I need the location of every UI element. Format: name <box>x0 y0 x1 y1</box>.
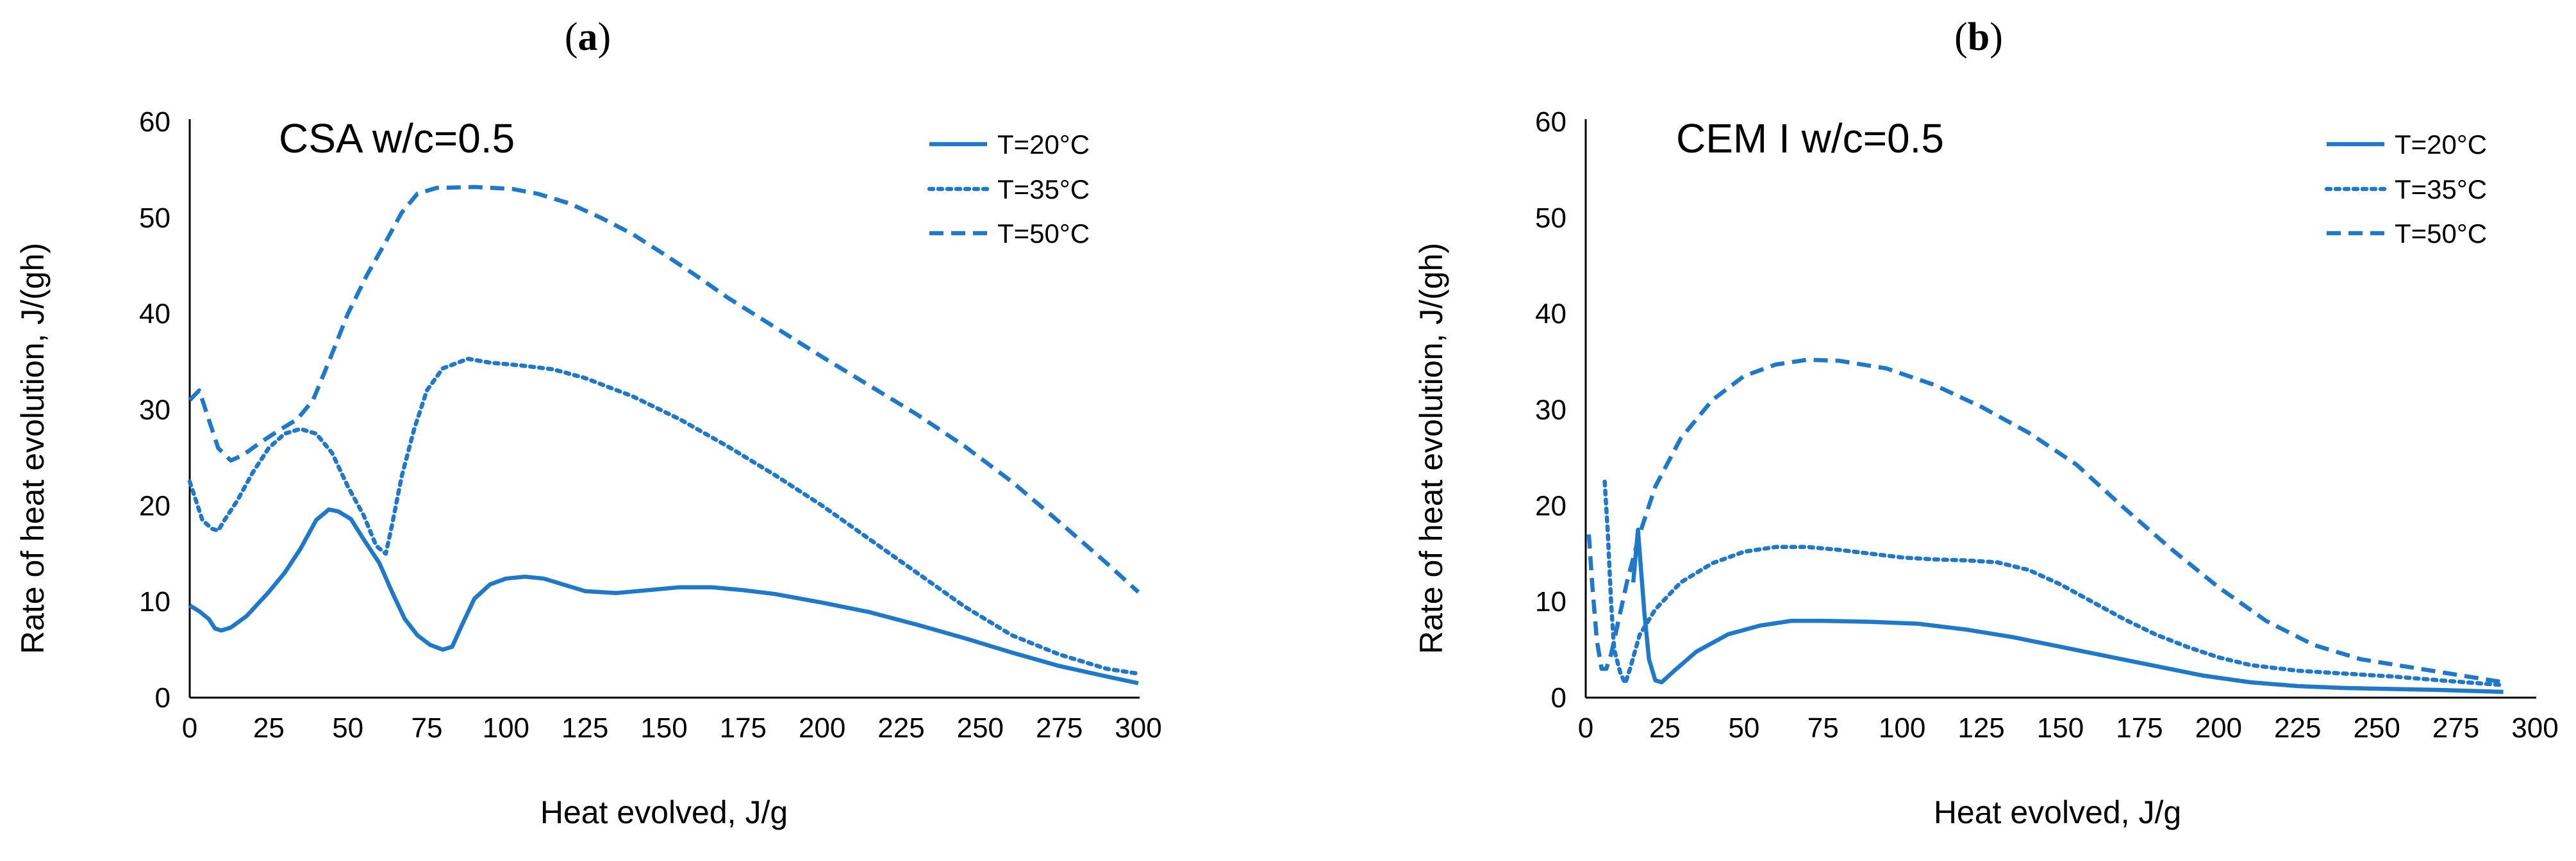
panel-b-y-axis-title: Rate of heat evolution, J/(gh) <box>1413 243 1449 654</box>
panel-b-axes <box>1584 119 2536 699</box>
panel-a-legend-label-50c: T=50°C <box>997 218 1090 249</box>
panel-a-y-tick-40: 40 <box>139 299 170 330</box>
panel-b-x-tick-50: 50 <box>1728 712 1759 744</box>
panel-b-series-lines <box>1586 357 2505 694</box>
panel-b-y-tick-labels: 0 10 20 30 40 50 60 <box>1535 106 1566 714</box>
panel-b-paren-open: ( <box>1954 15 1968 59</box>
panel-a-legend: T=20°C T=35°C T=50°C <box>927 129 1090 249</box>
panel-a-x-tick-250: 250 <box>957 712 1004 744</box>
panel-a-x-tick-100: 100 <box>483 712 529 744</box>
panel-b-x-tick-225: 225 <box>2274 712 2321 744</box>
panel-a-x-tick-275: 275 <box>1036 712 1083 744</box>
panel-b-x-tick-75: 75 <box>1807 712 1839 744</box>
panel-a: (a) CSA w/c=0.5 Rate of heat evolution, … <box>15 15 1162 830</box>
panel-a-x-tick-50: 50 <box>332 712 363 744</box>
panel-b-y-tick-50: 50 <box>1535 202 1566 234</box>
panel-b-label: (b) <box>1954 15 2003 59</box>
panel-a-y-tick-50: 50 <box>139 202 170 234</box>
panel-b-series-35c-line <box>1602 479 2505 687</box>
panel-a-x-tick-0: 0 <box>182 712 197 744</box>
panel-b-x-axis-title: Heat evolved, J/g <box>1934 794 2181 830</box>
panel-a-y-tick-20: 20 <box>139 490 170 521</box>
panel-a-y-tick-labels: 0 10 20 30 40 50 60 <box>139 106 170 714</box>
panel-b-y-tick-60: 60 <box>1535 106 1566 138</box>
panel-a-label: (a) <box>565 15 611 59</box>
panel-a-series-35c-line <box>187 356 1141 676</box>
panel-a-paren-open: ( <box>565 15 578 59</box>
panel-a-x-tick-75: 75 <box>411 712 443 744</box>
panel-a-axes <box>188 119 1140 699</box>
panel-b-letter: b <box>1968 15 1990 59</box>
panel-b: (b) CEM I w/c=0.5 Rate of heat evolution… <box>1413 15 2559 830</box>
panel-a-letter: a <box>578 15 598 59</box>
panel-a-legend-label-20c: T=20°C <box>997 129 1090 160</box>
panel-b-x-tick-labels: 0 25 50 75 100 125 150 175 200 225 250 275 300 <box>1578 712 2559 744</box>
panel-a-y-tick-60: 60 <box>139 106 170 138</box>
panel-a-x-tick-300: 300 <box>1115 712 1161 744</box>
panel-b-x-tick-150: 150 <box>2037 712 2084 744</box>
panel-b-x-tick-250: 250 <box>2353 712 2400 744</box>
panel-a-x-tick-200: 200 <box>799 712 845 744</box>
panel-b-x-tick-275: 275 <box>2432 712 2479 744</box>
panel-a-y-tick-30: 30 <box>139 395 170 426</box>
panel-a-x-axis-title: Heat evolved, J/g <box>540 794 788 830</box>
panel-a-y-tick-0: 0 <box>155 682 170 714</box>
panel-a-x-tick-125: 125 <box>561 712 608 744</box>
panel-b-series-20c-line <box>1631 527 2504 694</box>
panel-a-x-tick-225: 225 <box>877 712 924 744</box>
panel-b-y-tick-30: 30 <box>1535 395 1566 426</box>
panel-b-y-tick-10: 10 <box>1535 586 1566 618</box>
panel-b-x-tick-125: 125 <box>1957 712 2004 744</box>
panel-a-x-tick-labels: 0 25 50 75 100 125 150 175 200 225 250 275 300 <box>182 712 1162 744</box>
panel-b-legend-label-35c: T=35°C <box>2395 174 2487 204</box>
panel-a-series-20c-line <box>188 507 1139 685</box>
panel-a-y-tick-10: 10 <box>139 586 170 618</box>
panel-b-x-tick-300: 300 <box>2511 712 2558 744</box>
panel-b-x-tick-200: 200 <box>2195 712 2242 744</box>
panel-a-x-tick-150: 150 <box>640 712 687 744</box>
panel-a-x-tick-175: 175 <box>720 712 767 744</box>
panel-b-legend: T=20°C T=35°C T=50°C <box>2324 129 2487 249</box>
panel-b-legend-label-50c: T=50°C <box>2395 218 2487 249</box>
panel-b-y-tick-20: 20 <box>1535 490 1566 521</box>
panel-b-paren-close: ) <box>1990 15 2003 59</box>
panel-a-y-axis-title: Rate of heat evolution, J/(gh) <box>15 243 51 654</box>
panel-a-legend-label-35c: T=35°C <box>997 174 1090 204</box>
panel-a-x-tick-25: 25 <box>253 712 285 744</box>
panel-b-series-50c-line <box>1586 357 2504 685</box>
panel-b-annotation: CEM I w/c=0.5 <box>1676 115 1944 161</box>
panel-a-annotation: CSA w/c=0.5 <box>279 115 515 161</box>
panel-b-x-tick-25: 25 <box>1649 712 1681 744</box>
panel-b-x-tick-0: 0 <box>1578 712 1593 744</box>
panel-a-series-lines <box>187 184 1141 685</box>
panel-b-y-tick-40: 40 <box>1535 299 1566 330</box>
panel-b-legend-label-20c: T=20°C <box>2395 129 2487 160</box>
panel-b-y-tick-0: 0 <box>1551 682 1566 714</box>
panel-a-paren-close: ) <box>598 15 611 59</box>
panel-b-x-tick-175: 175 <box>2116 712 2163 744</box>
panel-a-series-50c-line <box>188 184 1140 594</box>
panel-b-x-tick-100: 100 <box>1879 712 1925 744</box>
